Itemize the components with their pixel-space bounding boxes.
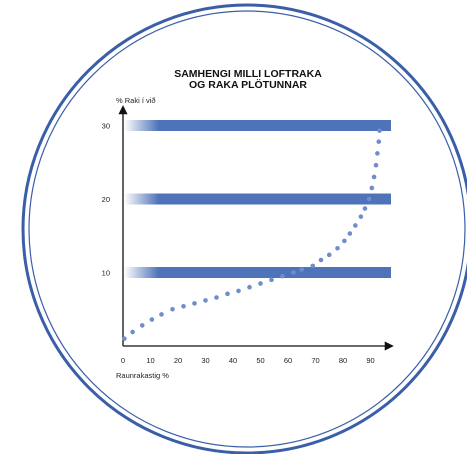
data-point — [159, 312, 164, 317]
data-point — [318, 257, 324, 263]
data-point — [258, 281, 263, 286]
x-tick-label: 0 — [121, 356, 125, 365]
data-point — [280, 273, 285, 279]
data-point — [376, 139, 382, 144]
y-tick-label: 20 — [102, 195, 110, 204]
data-point — [375, 151, 380, 156]
data-point — [247, 284, 252, 290]
data-point — [149, 317, 155, 322]
reference-band-10 — [124, 267, 391, 278]
data-point — [371, 174, 377, 180]
y-tick-label: 10 — [102, 269, 110, 278]
data-point — [236, 288, 241, 294]
x-tick-label: 10 — [146, 356, 154, 365]
tick-labels: 0 10 20 30 40 50 60 70 80 90 10 20 30 — [102, 122, 375, 366]
data-point — [366, 196, 372, 202]
outer-ring — [21, 3, 467, 454]
x-tick-label: 60 — [284, 356, 292, 365]
reference-band-20 — [124, 193, 391, 205]
data-point — [310, 263, 316, 269]
inner-ring — [28, 10, 466, 448]
data-point — [353, 223, 358, 228]
data-point — [130, 329, 135, 335]
x-axis-label: Raunrakastig % — [116, 371, 169, 380]
data-point — [170, 306, 175, 312]
y-axis-label: % Raki í við — [116, 96, 156, 105]
x-tick-label: 70 — [311, 356, 319, 365]
data-point — [358, 214, 364, 219]
reference-bands — [124, 120, 391, 278]
reference-band-30 — [124, 120, 391, 131]
data-point — [139, 323, 145, 328]
data-point — [369, 185, 375, 191]
x-tick-label: 80 — [339, 356, 347, 365]
x-tick-label: 50 — [256, 356, 264, 365]
data-points — [122, 128, 382, 341]
data-point — [299, 267, 305, 272]
data-point — [214, 295, 219, 300]
x-tick-label: 20 — [174, 356, 182, 365]
data-point — [377, 128, 382, 133]
data-point — [192, 301, 197, 306]
data-point — [203, 298, 208, 303]
data-point — [347, 231, 353, 236]
y-tick-label: 30 — [102, 122, 110, 131]
x-tick-label: 30 — [201, 356, 209, 365]
axes — [118, 105, 394, 351]
data-point — [362, 206, 368, 211]
data-point — [122, 336, 127, 341]
data-point — [335, 245, 340, 251]
chart-title-line-2: OG RAKA PLÖTUNNAR — [189, 78, 307, 91]
data-point — [269, 277, 274, 283]
data-point — [373, 162, 379, 168]
x-tick-label: 40 — [229, 356, 237, 365]
data-point — [225, 291, 230, 297]
data-point — [342, 238, 347, 244]
data-point — [326, 252, 332, 258]
data-point — [291, 270, 296, 275]
chart-title-line-1: SAMHENGI MILLI LOFTRAKA — [174, 68, 322, 80]
data-point — [181, 304, 186, 309]
x-tick-label: 90 — [366, 356, 374, 365]
